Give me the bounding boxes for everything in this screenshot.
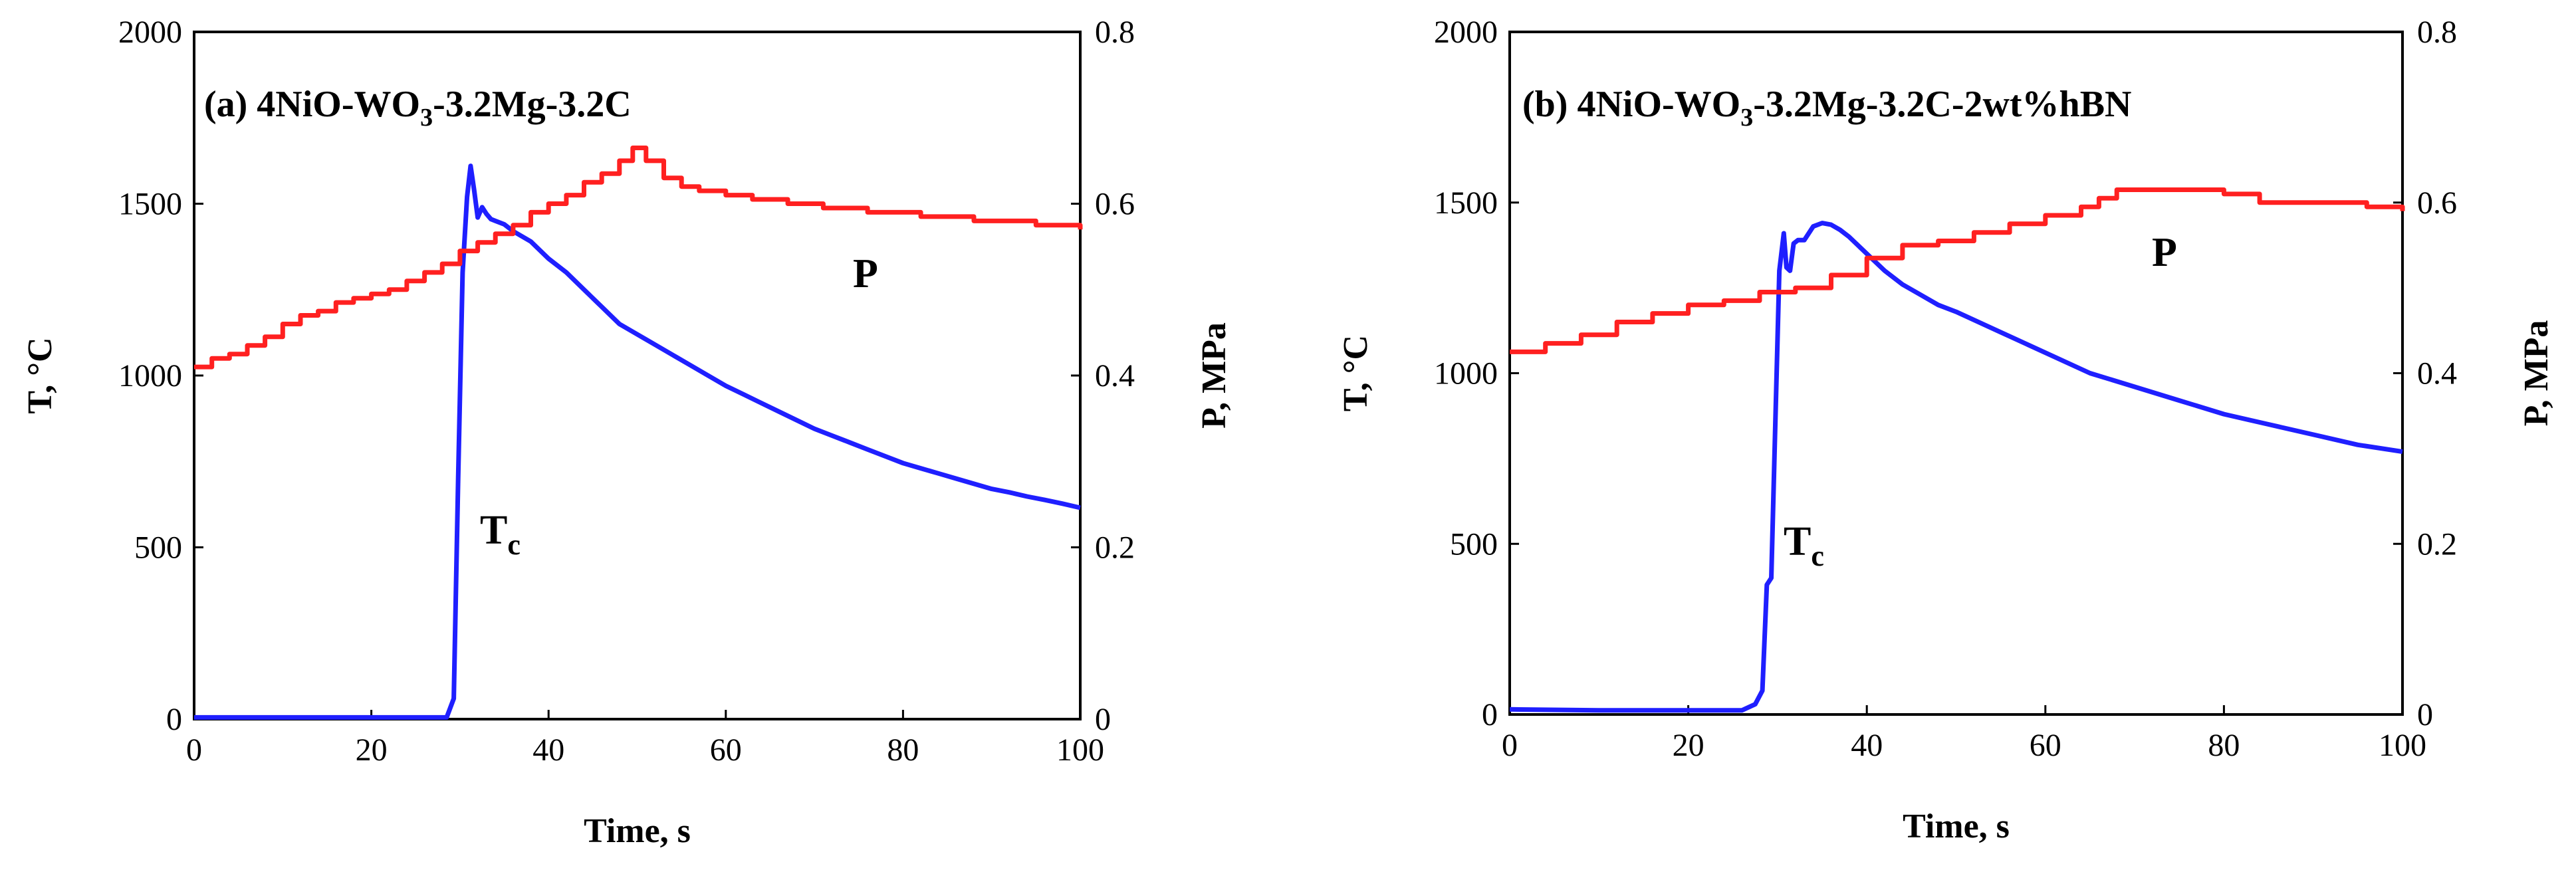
y2-tick-label: 0.8 <box>1095 15 1135 50</box>
chart-b-series-label-tc: Tc <box>1784 519 1824 572</box>
y-tick-label: 500 <box>1450 526 1498 562</box>
x-tick-label: 100 <box>1056 732 1104 768</box>
y-tick-label: 0 <box>166 702 182 737</box>
y-tick-label: 1000 <box>1434 356 1498 391</box>
y2-tick-label: 0.6 <box>2417 185 2457 221</box>
x-tick-label: 20 <box>356 732 388 768</box>
y-tick-label: 2000 <box>1434 15 1498 50</box>
chart-b-y-axis-title: T, °C <box>1337 335 1375 411</box>
series-line-p <box>1510 187 2405 354</box>
x-tick-label: 40 <box>532 732 564 768</box>
y-tick-label: 0 <box>1482 697 1498 732</box>
x-tick-label: 60 <box>710 732 742 768</box>
y2-tick-label: 0.4 <box>1095 358 1135 393</box>
y-tick-label: 1000 <box>118 358 182 393</box>
x-tick-label: 20 <box>1673 728 1704 763</box>
chart-b-x-axis-title: Time, s <box>1903 808 2010 845</box>
x-tick-label: 80 <box>2208 728 2240 763</box>
chart-a-x-axis-title: Time, s <box>584 812 691 850</box>
x-tick-label: 80 <box>887 732 919 768</box>
y2-tick-label: 0 <box>2417 697 2433 732</box>
y2-tick-label: 0.2 <box>1095 530 1135 566</box>
chart-a-series-label-tc: Tc <box>480 508 521 561</box>
chart-a-series-label-p: P <box>853 251 878 296</box>
y-tick-label: 1500 <box>118 187 182 222</box>
chart-panel-b: 0 20 40 60 80 100 0 500 1000 1500 2000 0 0.2 0.4 0.6… <box>1288 0 2576 872</box>
series-line-t-c <box>194 164 1081 720</box>
chart-b-title: (b) 4NiO-WO3-3.2Mg-3.2C-2wt%hBN <box>1522 84 2132 132</box>
chart-a-svg: 0 20 40 60 80 100 0 500 1000 1500 2000 0 0.2 0.4 0.6… <box>21 15 1233 850</box>
chart-b-plot-frame <box>1508 31 2404 716</box>
series-line-t-c <box>1509 221 2403 713</box>
chart-a-title: (a) 4NiO-WO3-3.2Mg-3.2C <box>204 84 632 132</box>
y-tick-label: 500 <box>134 530 182 566</box>
x-tick-label: 60 <box>2030 728 2061 763</box>
y2-tick-label: 0 <box>1095 702 1111 737</box>
chart-a-y-axis-title: T, °C <box>21 337 59 413</box>
chart-a-y2-axis-title: P, MPa <box>1195 322 1233 429</box>
chart-b-y2-axis-title: P, MPa <box>2517 320 2555 427</box>
chart-a-plot-frame <box>193 31 1082 720</box>
y2-tick-label: 0.2 <box>2417 526 2457 562</box>
chart-b-svg: 0 20 40 60 80 100 0 500 1000 1500 2000 0 0.2 0.4 0.6… <box>1337 15 2555 845</box>
y2-tick-label: 0.6 <box>1095 187 1135 222</box>
y2-tick-label: 0.4 <box>2417 356 2457 391</box>
y-tick-label: 2000 <box>118 15 182 50</box>
chart-b-series-label-p: P <box>2152 230 2177 275</box>
y-tick-label: 1500 <box>1434 185 1498 221</box>
series-line-p <box>194 146 1083 370</box>
x-tick-label: 0 <box>1502 728 1518 763</box>
x-tick-label: 0 <box>186 732 202 768</box>
x-tick-label: 40 <box>1851 728 1883 763</box>
chart-panel-a: 0 20 40 60 80 100 0 500 1000 1500 2000 0 0.2 0.4 0.6… <box>21 15 1233 850</box>
y2-tick-label: 0.8 <box>2417 15 2457 50</box>
x-tick-label: 100 <box>2379 728 2426 763</box>
